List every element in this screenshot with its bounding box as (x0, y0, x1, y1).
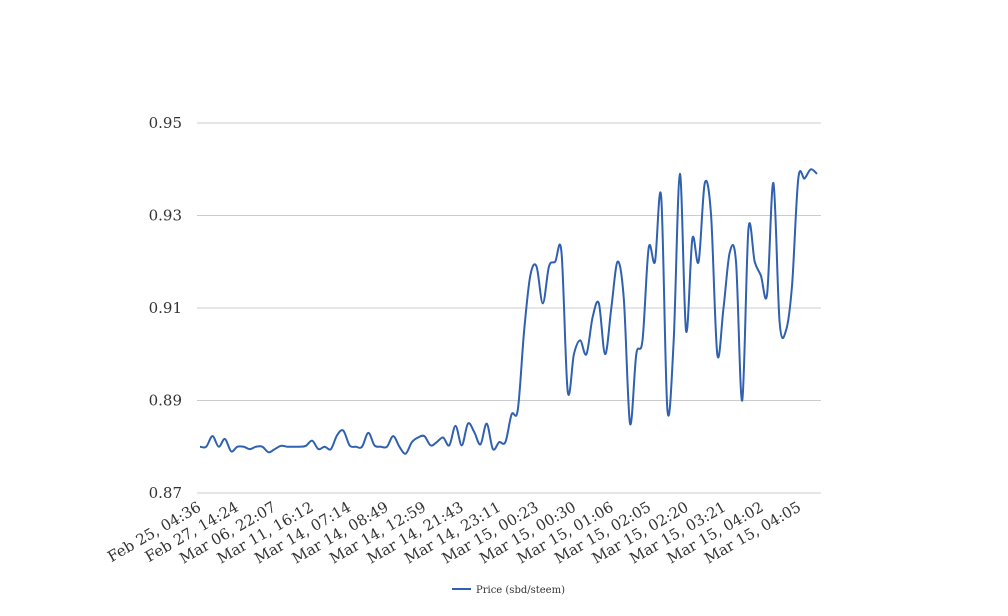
y-tick-label: 0.91 (149, 299, 182, 317)
y-tick-label: 0.95 (149, 114, 182, 132)
series-line-price (199, 168, 818, 455)
grid (197, 122, 821, 494)
y-tick-label: 0.87 (149, 484, 182, 502)
y-tick-label: 0.93 (149, 207, 182, 225)
legend-label: Price (sbd/steem) (476, 585, 565, 596)
plot-area (199, 168, 818, 455)
y-axis: 0.95 0.93 0.91 0.89 0.87 (149, 114, 182, 502)
y-tick-label: 0.89 (149, 392, 182, 410)
legend: Price (sbd/steem) (452, 585, 565, 596)
